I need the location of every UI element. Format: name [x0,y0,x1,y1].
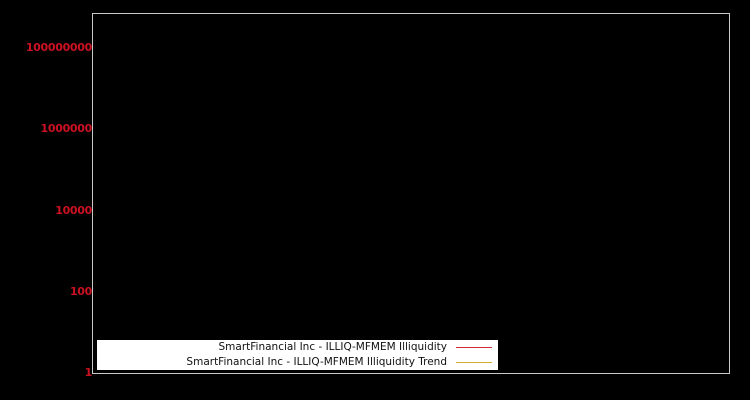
legend-entry-trend[interactable]: SmartFinancial Inc - ILLIQ-MFMEM Illiqui… [97,355,498,370]
y-axis-tick-label: 10000 [55,203,92,217]
legend-entry-series[interactable]: SmartFinancial Inc - ILLIQ-MFMEM Illiqui… [97,340,498,355]
y-axis-tick-label: 100000000 [25,41,92,55]
y-axis-tick-label: 100 [69,284,92,298]
y-axis-tick-labels: 1 100 10000 1000000 100000000 [0,0,92,400]
y-axis-tick-label: 1000000 [40,122,93,136]
y-axis-tick-label: 1 [84,366,93,379]
chart-legend[interactable]: SmartFinancial Inc - ILLIQ-MFMEM Illiqui… [97,340,498,370]
legend-swatch-series-icon [456,347,492,348]
legend-label-series: SmartFinancial Inc - ILLIQ-MFMEM Illiqui… [218,341,448,353]
legend-label-trend: SmartFinancial Inc - ILLIQ-MFMEM Illiqui… [186,356,447,368]
plot-area-frame [92,13,730,374]
legend-swatch-trend-icon [456,362,492,363]
